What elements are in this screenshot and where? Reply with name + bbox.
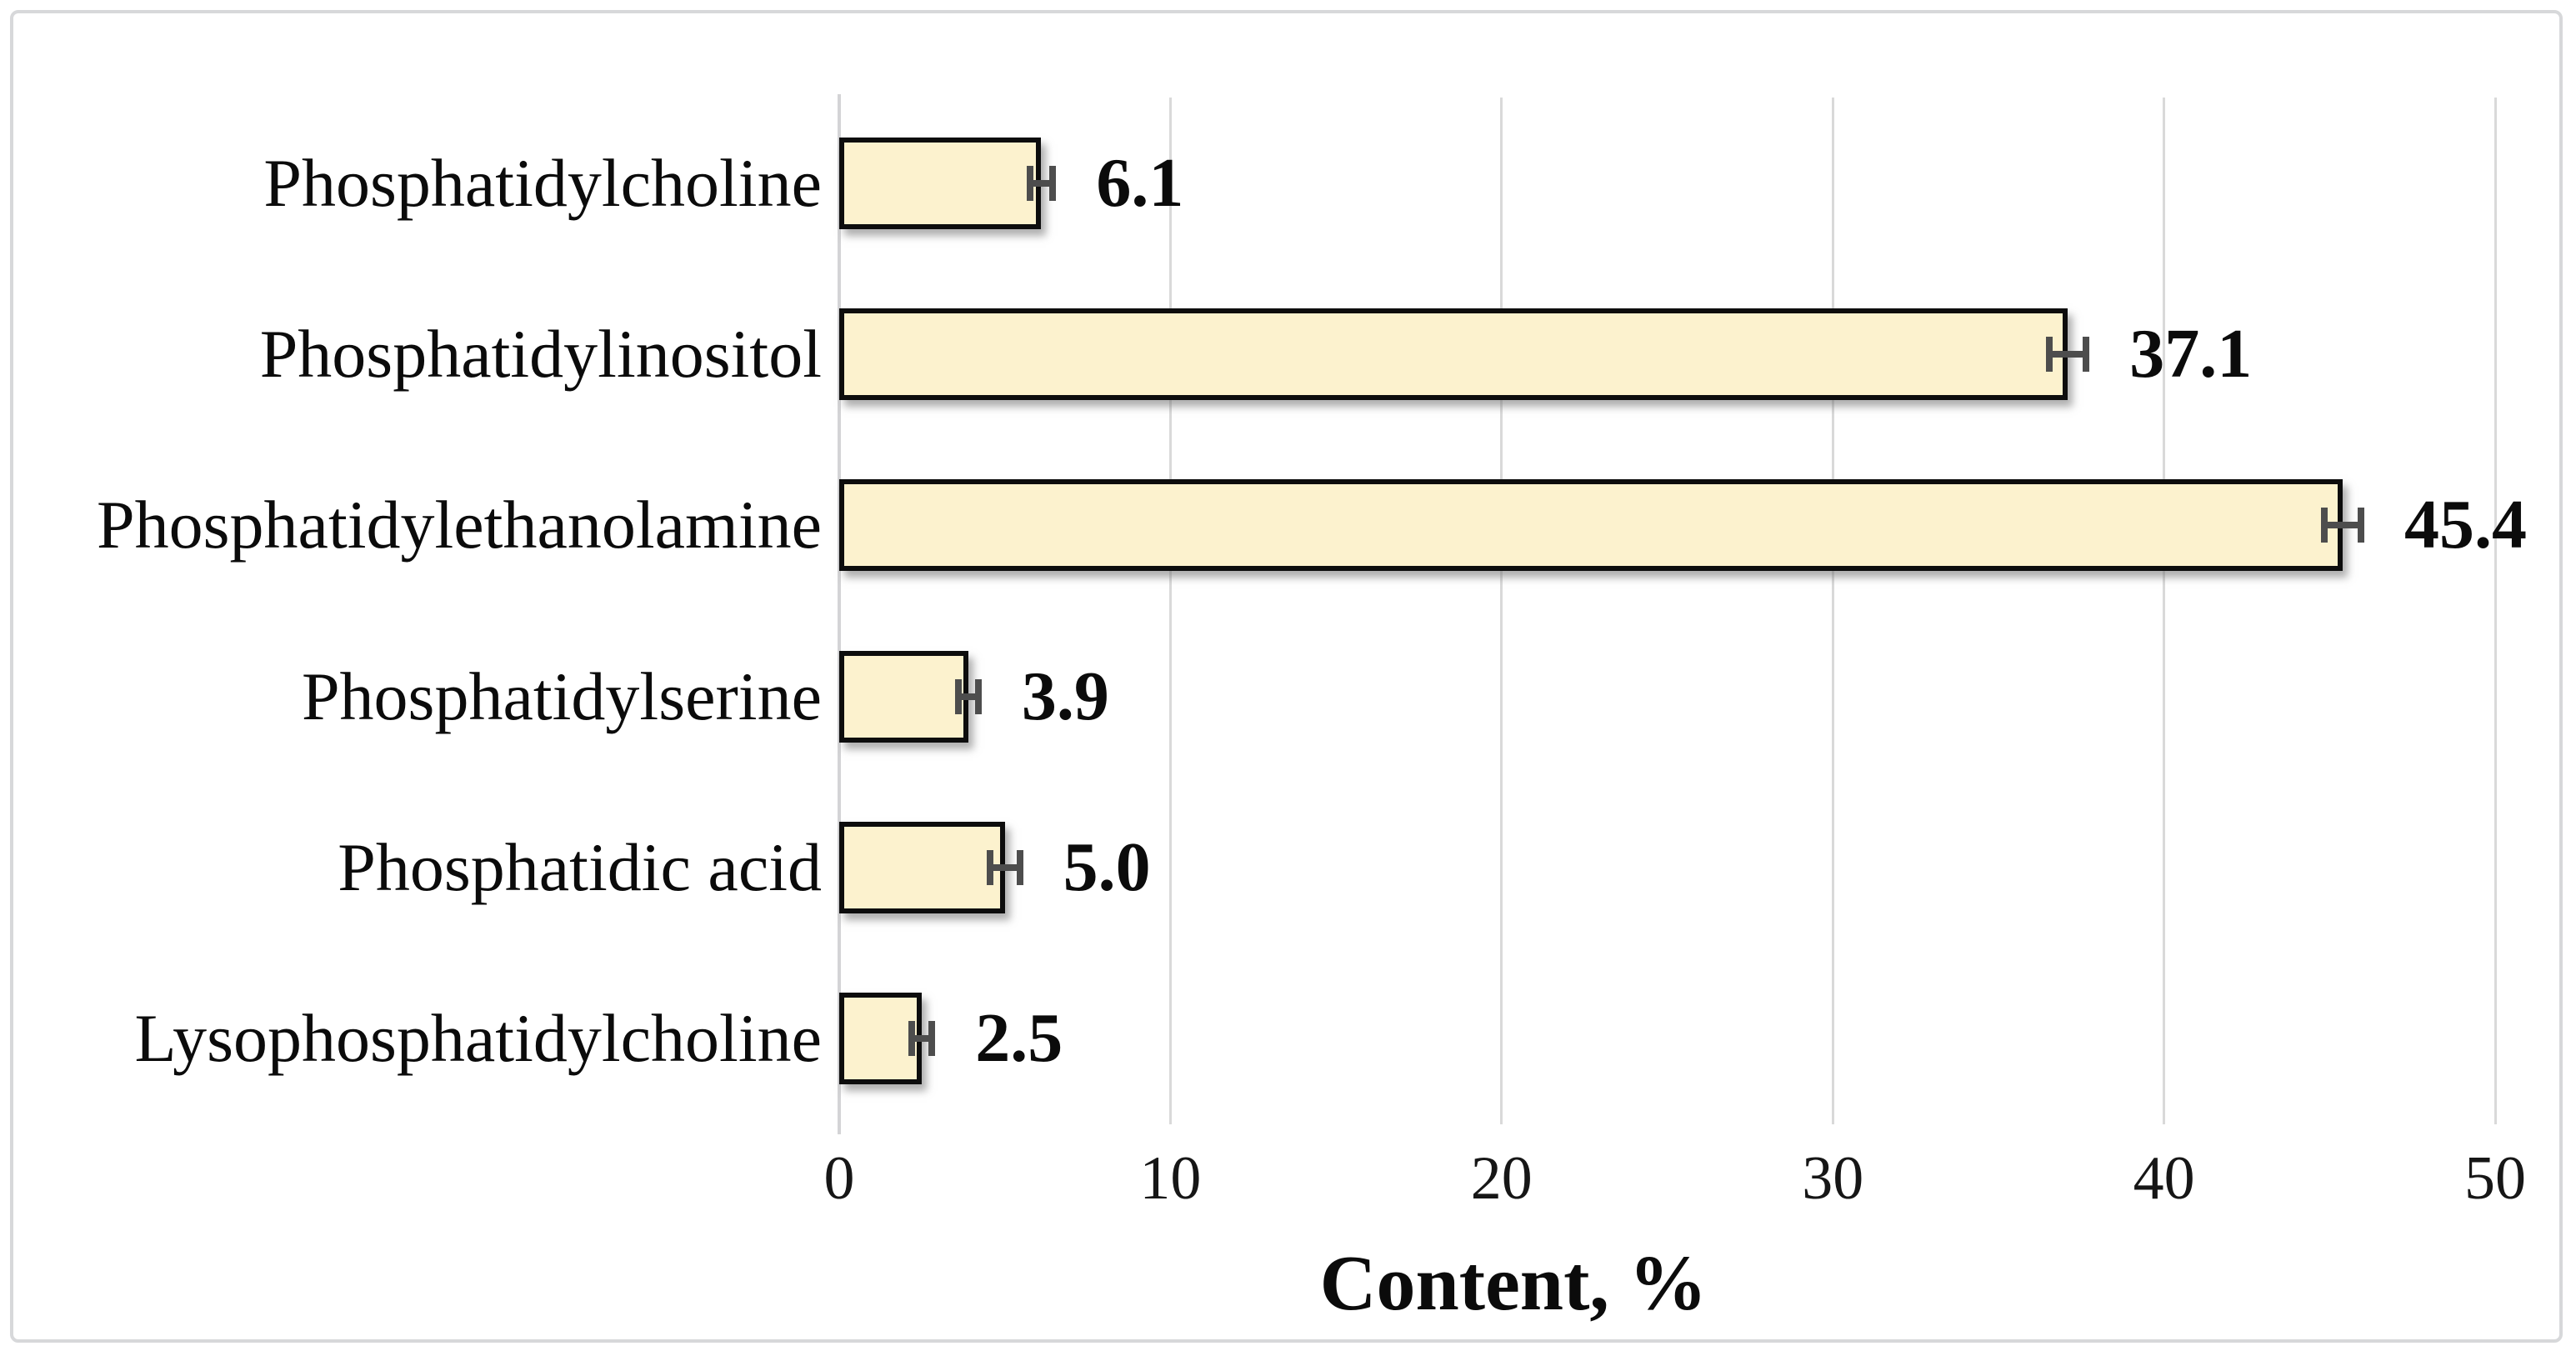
error-bar-cap <box>986 850 993 885</box>
error-bar-cap <box>1016 850 1023 885</box>
value-label-phosphatidylserine: 3.9 <box>1021 657 1109 735</box>
x-tick-label: 0 <box>823 1144 855 1213</box>
x-tick-label: 20 <box>1470 1144 1533 1213</box>
gridline-20 <box>1500 98 1503 1124</box>
error-bar-line <box>912 1035 933 1043</box>
error-bar-cap <box>955 678 963 714</box>
bar-phosphatidic-acid <box>839 822 1005 913</box>
gridline-40 <box>2163 98 2166 1124</box>
x-axis-title: Content, % <box>1319 1240 1708 1327</box>
value-label-phosphatidylcholine: 6.1 <box>1096 143 1184 222</box>
category-label-phosphatidylethanolamine: Phosphatidylethanolamine <box>97 487 822 563</box>
gridline-10 <box>1168 98 1172 1124</box>
bar-phosphatidylserine <box>839 650 968 743</box>
error-bar-cap <box>2046 337 2053 372</box>
category-label-lysophosphatidylcholine: Lysophosphatidylcholine <box>134 1000 822 1077</box>
value-label-phosphatidylinositol: 37.1 <box>2129 315 2253 393</box>
error-bar-line <box>989 864 1020 871</box>
error-bar-cap <box>2321 508 2328 543</box>
bar-chart-figure: Content, % 0 10 20 30 40 50 Phosphatidylcholin… <box>10 10 2563 1343</box>
error-bar-cap <box>1026 165 1033 201</box>
gridline-50 <box>2493 98 2497 1124</box>
bar-phosphatidylethanolamine <box>839 479 2343 572</box>
error-bar-cap <box>1049 165 1057 201</box>
value-label-phosphatidylethanolamine: 45.4 <box>2404 486 2528 564</box>
x-tick-label: 40 <box>2133 1144 2195 1213</box>
category-label-phosphatidylcholine: Phosphatidylcholine <box>263 144 822 221</box>
error-bar-line <box>2049 351 2087 358</box>
error-bar-cap <box>2083 337 2090 372</box>
error-bar-line <box>1029 179 1053 187</box>
category-label-phosphatidylinositol: Phosphatidylinositol <box>259 316 822 392</box>
gridline-30 <box>1831 98 1834 1124</box>
category-label-phosphatidylserine: Phosphatidylserine <box>301 658 822 734</box>
error-bar-line <box>2324 522 2362 529</box>
error-bar-cap <box>974 678 982 714</box>
bar-phosphatidylcholine <box>839 137 1042 229</box>
value-label-phosphatidic-acid: 5.0 <box>1063 828 1151 906</box>
error-bar-cap <box>928 1021 936 1057</box>
bar-phosphatidylinositol <box>839 308 2068 400</box>
error-bar-cap <box>908 1021 916 1057</box>
error-bar-cap <box>2358 508 2365 543</box>
error-bar-line <box>958 693 978 700</box>
category-label-phosphatidic-acid: Phosphatidic acid <box>338 829 822 905</box>
value-label-lysophosphatidylcholine: 2.5 <box>975 999 1063 1078</box>
x-tick-label: 30 <box>1802 1144 1864 1213</box>
x-tick-label: 50 <box>2464 1144 2526 1213</box>
x-tick-label: 10 <box>1139 1144 1202 1213</box>
y-axis-line <box>838 94 841 1134</box>
